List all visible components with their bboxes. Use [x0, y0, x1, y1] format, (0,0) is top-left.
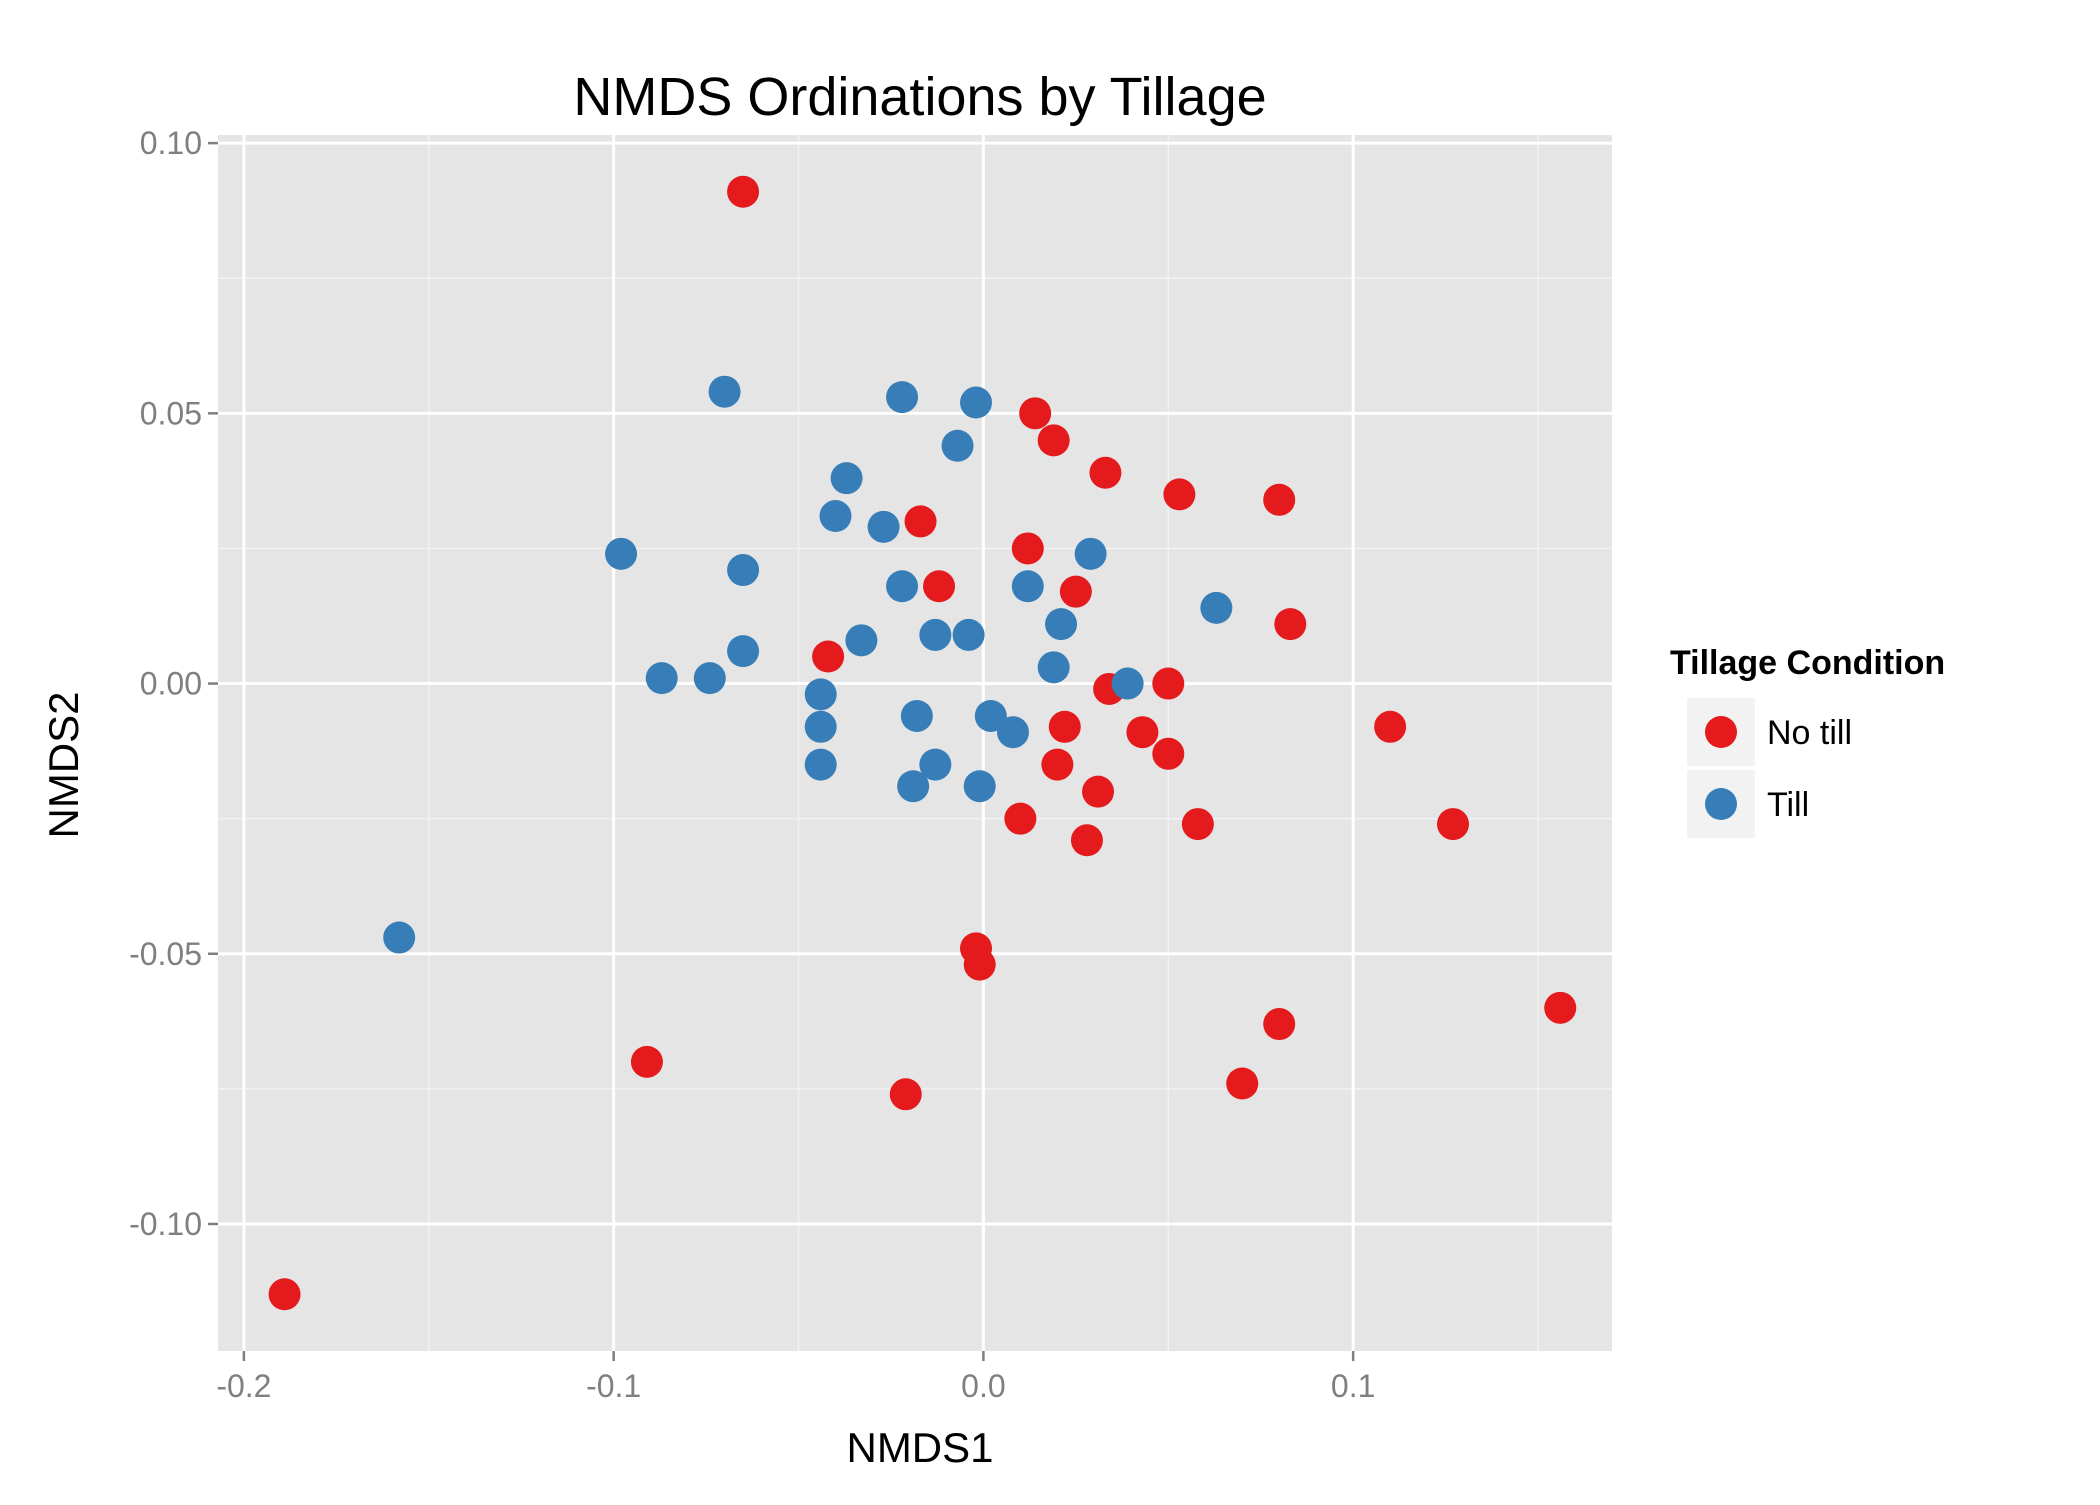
point-till	[727, 635, 760, 668]
point-till	[1200, 591, 1233, 624]
plot-panel	[218, 135, 1612, 1351]
point-no-till	[1263, 483, 1296, 516]
point-no-till	[1048, 710, 1081, 743]
x-tick-labels: -0.2 -0.1 0.0 0.1	[216, 1368, 1375, 1404]
point-till	[886, 570, 919, 603]
point-no-till	[1181, 808, 1214, 841]
point-no-till	[1437, 808, 1470, 841]
point-till	[974, 699, 1007, 732]
point-no-till	[889, 1078, 922, 1111]
legend: Tillage Condition No till Till	[1670, 644, 1945, 838]
point-till	[1045, 608, 1078, 641]
point-till	[919, 618, 952, 651]
point-no-till	[1059, 575, 1092, 608]
x-tick-label: 0.1	[1331, 1368, 1375, 1404]
point-no-till	[1037, 424, 1070, 457]
axis-ticks	[208, 141, 1355, 1361]
point-till	[900, 699, 933, 732]
point-no-till	[923, 570, 956, 603]
y-tick-labels: 0.10 0.05 0.00 -0.05 -0.10	[129, 125, 202, 1242]
point-till	[727, 554, 760, 587]
point-till	[919, 748, 952, 781]
point-no-till	[812, 640, 845, 673]
x-tick-label: -0.2	[216, 1368, 271, 1404]
legend-entry-no-till: No till	[1687, 698, 1852, 766]
point-till	[845, 624, 878, 657]
y-tick-label: 0.00	[140, 666, 202, 702]
legend-entry-till: Till	[1687, 770, 1809, 838]
x-tick-label: -0.1	[586, 1368, 641, 1404]
x-axis-title: NMDS1	[846, 1424, 993, 1471]
point-till	[897, 770, 930, 803]
point-till	[605, 537, 638, 570]
point-no-till	[1226, 1067, 1259, 1100]
point-till	[941, 429, 974, 462]
point-no-till	[904, 505, 937, 538]
point-till	[645, 662, 678, 695]
data-points	[268, 175, 1577, 1311]
point-no-till	[1544, 991, 1577, 1024]
point-till	[830, 462, 863, 495]
y-tick-label: 0.10	[140, 125, 202, 161]
legend-label-no-till: No till	[1767, 714, 1852, 752]
legend-key-till	[1705, 788, 1737, 820]
point-no-till	[1152, 667, 1185, 700]
y-tick-label: 0.05	[140, 395, 202, 431]
point-till	[1011, 570, 1044, 603]
point-till	[952, 618, 985, 651]
point-no-till	[1163, 478, 1196, 511]
point-till	[383, 921, 416, 954]
point-till	[708, 375, 741, 408]
point-till	[1037, 651, 1070, 684]
point-no-till	[1152, 737, 1185, 770]
point-till	[819, 500, 852, 533]
point-no-till	[1041, 748, 1074, 781]
point-till	[1111, 667, 1144, 700]
point-till	[804, 678, 837, 711]
point-no-till	[1126, 716, 1159, 749]
point-no-till	[1070, 824, 1103, 857]
point-till	[693, 662, 726, 695]
legend-entries: No till Till	[1687, 698, 1852, 838]
point-till	[996, 716, 1029, 749]
major-gridlines	[218, 135, 1612, 1351]
point-till	[960, 386, 993, 419]
point-no-till	[727, 175, 760, 208]
point-no-till	[1011, 532, 1044, 565]
point-no-till	[1082, 775, 1115, 808]
x-tick-label: 0.0	[961, 1368, 1005, 1404]
point-till	[1074, 537, 1107, 570]
y-axis-title: NMDS2	[40, 691, 87, 838]
point-till	[867, 510, 900, 543]
legend-key-no-till	[1705, 716, 1737, 748]
point-no-till	[1263, 1008, 1296, 1041]
point-no-till	[963, 948, 996, 981]
point-no-till	[630, 1045, 663, 1078]
chart-title: NMDS Ordinations by Tillage	[573, 67, 1266, 127]
point-no-till	[1374, 710, 1407, 743]
point-no-till	[1274, 608, 1307, 641]
y-tick-label: -0.05	[129, 936, 202, 972]
legend-label-till: Till	[1767, 786, 1809, 824]
point-till	[963, 770, 996, 803]
point-no-till	[1004, 802, 1037, 835]
point-till	[804, 710, 837, 743]
point-no-till	[1019, 397, 1052, 430]
legend-title: Tillage Condition	[1670, 644, 1945, 682]
y-tick-label: -0.10	[129, 1206, 202, 1242]
point-till	[804, 748, 837, 781]
point-till	[886, 381, 919, 414]
point-no-till	[1089, 456, 1122, 489]
point-no-till	[268, 1278, 301, 1311]
